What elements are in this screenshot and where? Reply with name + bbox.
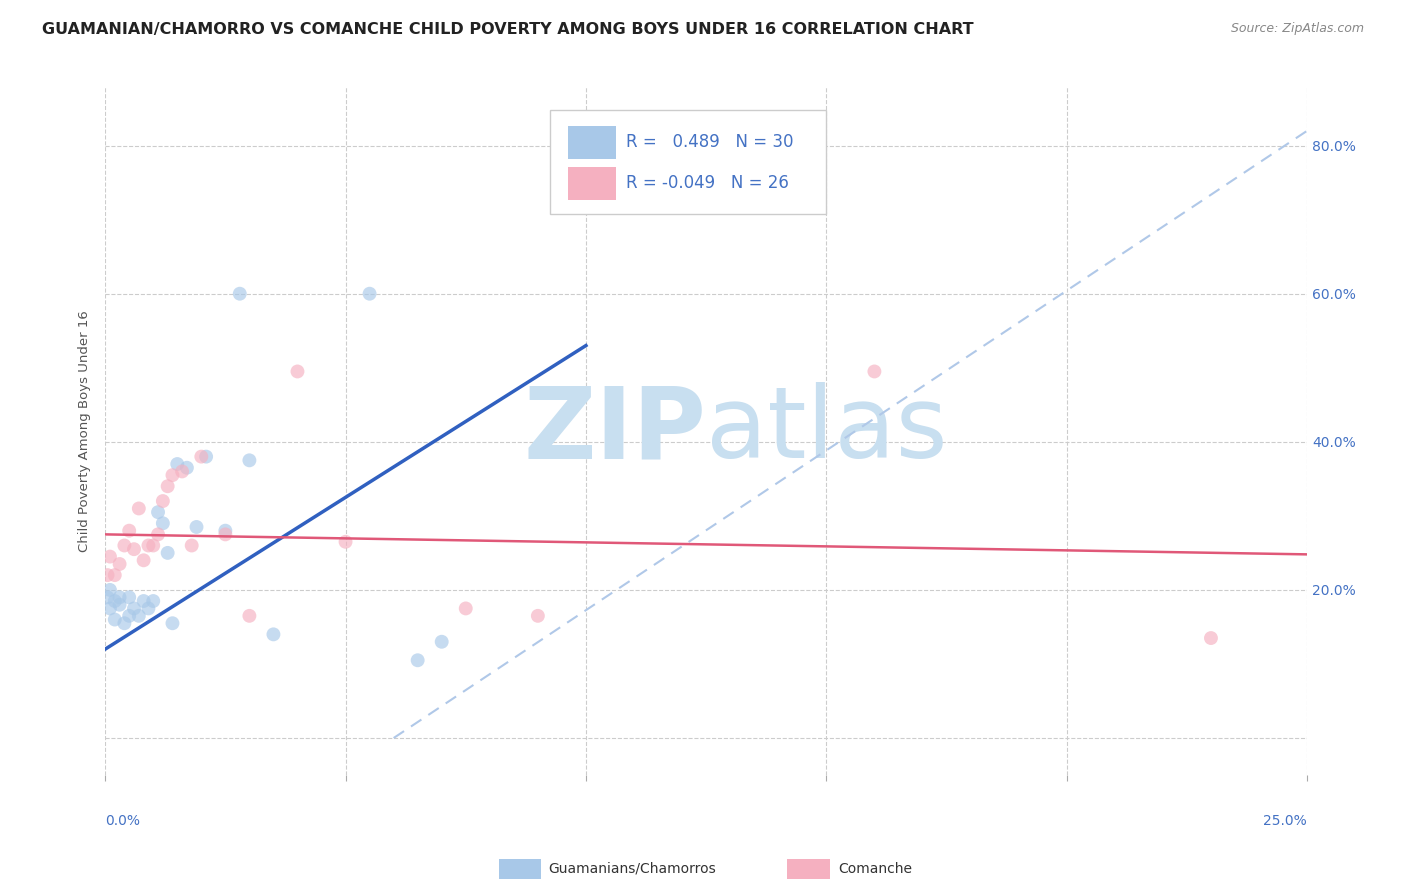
Point	[104, 594, 127, 608]
Point	[287, 364, 309, 378]
FancyBboxPatch shape	[568, 126, 616, 159]
Point	[156, 479, 179, 493]
Point	[359, 286, 381, 301]
Point	[430, 634, 453, 648]
Point	[406, 653, 429, 667]
Point	[112, 539, 135, 553]
Point	[138, 539, 160, 553]
Point	[128, 608, 150, 623]
Text: 25.0%: 25.0%	[1264, 814, 1308, 828]
Point	[238, 453, 260, 467]
Point	[122, 601, 145, 615]
FancyBboxPatch shape	[568, 167, 616, 200]
Point	[97, 591, 120, 605]
Point	[132, 594, 155, 608]
Point	[142, 539, 165, 553]
Point	[1199, 631, 1222, 645]
Point	[156, 546, 179, 560]
Point	[176, 460, 198, 475]
Text: ZIP: ZIP	[523, 382, 706, 479]
Point	[214, 524, 236, 538]
Point	[98, 601, 121, 615]
Point	[863, 364, 886, 378]
Point	[108, 557, 131, 571]
Text: GUAMANIAN/CHAMORRO VS COMANCHE CHILD POVERTY AMONG BOYS UNDER 16 CORRELATION CHA: GUAMANIAN/CHAMORRO VS COMANCHE CHILD POV…	[42, 22, 974, 37]
Text: Source: ZipAtlas.com: Source: ZipAtlas.com	[1230, 22, 1364, 36]
Point	[146, 527, 169, 541]
Point	[214, 527, 236, 541]
Point	[97, 568, 120, 582]
Text: R =   0.489   N = 30: R = 0.489 N = 30	[626, 133, 793, 151]
Point	[527, 608, 550, 623]
Point	[118, 608, 141, 623]
Point	[152, 516, 174, 531]
Point	[108, 598, 131, 612]
Point	[98, 549, 121, 564]
Point	[146, 505, 169, 519]
Point	[238, 608, 260, 623]
Point	[122, 542, 145, 557]
Point	[128, 501, 150, 516]
Point	[118, 591, 141, 605]
Y-axis label: Child Poverty Among Boys Under 16: Child Poverty Among Boys Under 16	[79, 310, 91, 551]
Point	[104, 568, 127, 582]
Point	[162, 468, 184, 483]
Text: Comanche: Comanche	[838, 862, 912, 876]
Point	[262, 627, 284, 641]
Point	[454, 601, 477, 615]
Point	[190, 450, 212, 464]
Point	[104, 613, 127, 627]
Text: atlas: atlas	[706, 382, 948, 479]
Point	[152, 494, 174, 508]
Point	[186, 520, 208, 534]
FancyBboxPatch shape	[550, 111, 827, 214]
Text: R = -0.049   N = 26: R = -0.049 N = 26	[626, 175, 789, 193]
Point	[162, 616, 184, 631]
Point	[142, 594, 165, 608]
Point	[98, 582, 121, 597]
Point	[335, 534, 357, 549]
Point	[132, 553, 155, 567]
Point	[108, 591, 131, 605]
Point	[180, 539, 202, 553]
Point	[166, 457, 188, 471]
Point	[229, 286, 252, 301]
Point	[195, 450, 218, 464]
Point	[138, 601, 160, 615]
Text: Guamanians/Chamorros: Guamanians/Chamorros	[548, 862, 716, 876]
Point	[172, 465, 194, 479]
Point	[112, 616, 135, 631]
Text: 0.0%: 0.0%	[105, 814, 141, 828]
Point	[118, 524, 141, 538]
